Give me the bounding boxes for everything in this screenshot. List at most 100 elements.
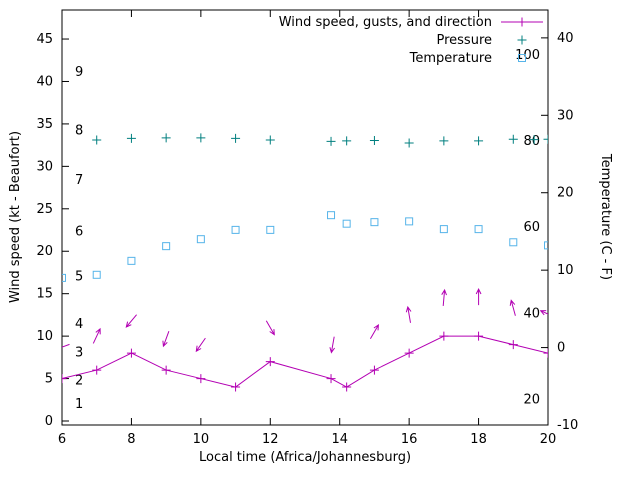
point-marker-square-icon: [518, 54, 526, 62]
point-marker-plus-icon: [265, 357, 275, 367]
point-marker-plus-icon: [404, 348, 414, 358]
point-marker-plus-icon: [439, 136, 449, 146]
point-marker-plus-icon: [474, 136, 484, 146]
x-tick-label: 6: [58, 432, 66, 447]
wind-direction-arrow-icon: [92, 327, 101, 344]
point-marker-plus-icon: [231, 133, 241, 143]
point-marker-plus-icon: [342, 382, 352, 392]
x-tick-label: 10: [193, 432, 210, 447]
legend: Wind speed, gusts, and direction Pressur…: [279, 13, 545, 67]
point-marker-square-icon: [62, 273, 66, 282]
point-marker-plus-icon: [196, 374, 206, 384]
point-marker-plus-icon: [439, 331, 449, 341]
temperature-tick-label: 0: [557, 341, 565, 356]
beaufort-label: 2: [75, 373, 83, 388]
point-marker-plus-icon: [529, 135, 539, 145]
wind-speed-markers: [62, 331, 548, 392]
temperature-legend-marker-icon: [518, 54, 526, 62]
point-marker-square-icon: [370, 218, 379, 227]
legend-item-wind: Wind speed, gusts, and direction: [279, 13, 545, 31]
point-marker-plus-icon: [62, 374, 67, 384]
right-axis-ticks: -10 0 10 20 30 40: [541, 31, 578, 433]
point-marker-square-icon: [474, 225, 483, 234]
wind-direction-arrow-icon: [125, 314, 137, 328]
point-marker-plus-icon: [231, 382, 241, 392]
point-marker-plus-icon: [342, 136, 352, 146]
x-axis-title: Local time (Africa/Johannesburg): [198, 450, 412, 465]
beaufort-label: 3: [75, 345, 83, 360]
point-marker-plus-icon: [508, 134, 518, 144]
fahrenheit-scale-labels: 100 80 60 40 20: [515, 48, 540, 408]
point-marker-plus-icon: [196, 133, 206, 143]
point-marker-square-icon: [327, 211, 336, 220]
temperature-tick-label: 30: [557, 108, 574, 123]
point-marker-square-icon: [405, 217, 414, 226]
beaufort-label: 1: [75, 397, 83, 412]
wind-speed-tick-label: 0: [45, 414, 53, 429]
left-axis-title: Wind speed (kt - Beaufort): [8, 130, 23, 304]
point-marker-plus-icon: [543, 348, 548, 358]
point-marker-plus-icon: [161, 365, 171, 375]
pressure-markers: [92, 133, 548, 148]
beaufort-label: 8: [75, 124, 83, 139]
point-marker-plus-icon: [517, 35, 527, 45]
wind-direction-arrow-icon: [441, 288, 447, 306]
legend-label-wind: Wind speed, gusts, and direction: [278, 14, 492, 30]
point-marker-plus-icon: [126, 133, 136, 143]
x-tick-label: 18: [470, 432, 487, 447]
wind-speed-tick-label: 45: [36, 32, 53, 47]
wind-speed-tick-label: 30: [36, 159, 53, 174]
fahrenheit-label: 80: [523, 134, 540, 149]
point-marker-plus-icon: [369, 365, 379, 375]
wind-direction-arrow-icon: [369, 324, 379, 340]
point-marker-plus-icon: [474, 331, 484, 341]
x-tick-label: 12: [262, 432, 279, 447]
point-marker-square-icon: [439, 225, 448, 234]
wind-speed-line: [62, 335, 548, 388]
point-marker-plus-icon: [92, 135, 102, 145]
wind-legend-marker-icon: [501, 17, 543, 27]
wind-direction-arrow-icon: [329, 336, 336, 354]
wind-speed-tick-label: 10: [36, 329, 53, 344]
x-tick-label: 8: [127, 432, 135, 447]
point-marker-plus-icon: [126, 348, 136, 358]
wind-direction-arrow-icon: [62, 343, 70, 348]
wind-direction-arrow-icon: [265, 320, 275, 336]
x-axis-ticks: 6 8 10 12 14 16 18 20: [58, 10, 556, 447]
x-tick-label: 14: [331, 432, 348, 447]
fahrenheit-label: 100: [515, 48, 540, 63]
temperature-tick-label: 20: [557, 186, 574, 201]
legend-item-temperature: Temperature: [279, 49, 545, 67]
beaufort-label: 5: [75, 270, 83, 285]
point-marker-square-icon: [231, 225, 240, 234]
point-marker-plus-icon: [161, 133, 171, 143]
wind-direction-arrow-icon: [475, 287, 482, 306]
wind-direction-arrow-icon: [539, 310, 548, 316]
wind-speed-tick-label: 25: [36, 202, 53, 217]
temperature-markers: [62, 211, 548, 282]
beaufort-label: 6: [75, 225, 83, 240]
point-marker-plus-icon: [265, 135, 275, 145]
wind-direction-arrow-icon: [509, 299, 516, 316]
wind-direction-arrow-icon: [405, 305, 412, 323]
point-marker-square-icon: [196, 235, 205, 244]
temperature-tick-label: 40: [557, 31, 574, 46]
left-axis-ticks: 0 5 10 15 20 25 30 35 40 45: [36, 32, 69, 429]
beaufort-label: 4: [75, 317, 83, 332]
temperature-tick-label: 10: [557, 263, 574, 278]
plot-border: [61, 9, 549, 426]
point-marker-square-icon: [544, 241, 548, 250]
point-marker-plus-icon: [508, 340, 518, 350]
point-marker-plus-icon: [404, 138, 414, 148]
point-marker-plus-icon: [369, 135, 379, 145]
point-marker-plus-icon: [517, 17, 527, 27]
point-marker-square-icon: [266, 225, 275, 234]
point-marker-plus-icon: [92, 365, 102, 375]
fahrenheit-label: 20: [523, 392, 540, 407]
wind-speed-tick-label: 20: [36, 244, 53, 259]
legend-label-pressure: Pressure: [436, 32, 492, 48]
point-marker-square-icon: [92, 270, 101, 279]
point-marker-square-icon: [162, 242, 171, 251]
point-marker-square-icon: [127, 256, 136, 265]
